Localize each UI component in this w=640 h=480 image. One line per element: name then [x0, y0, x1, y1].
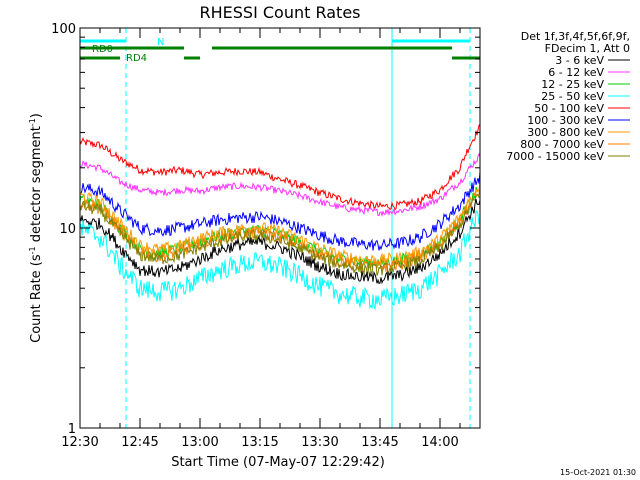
x-tick-label: 13:00: [181, 435, 218, 450]
x-tick-label: 12:30: [61, 435, 98, 450]
axes: 1 10 100 12:30 12:45 13:00 13:15 13:30 13:45 14:0…: [51, 22, 481, 450]
legend-label: 7000 - 15000 keV: [506, 150, 604, 163]
x-tick-label: 12:45: [121, 435, 158, 450]
legend-label: 3 - 6 keV: [555, 54, 604, 67]
legend: Det 1f,3f,4f,5f,6f,9f, FDecim 1, Att 0 3…: [506, 30, 630, 163]
legend-label: 100 - 300 keV: [527, 114, 604, 127]
series-line-9: [79, 194, 481, 276]
legend-label: 25 - 50 keV: [541, 90, 604, 103]
series-line-2: [79, 152, 481, 218]
flag-label-rd0: RD0: [92, 44, 113, 55]
chart-title: RHESSI Count Rates: [200, 3, 361, 22]
series-line-4: [79, 209, 481, 311]
series-line-1: [79, 198, 481, 285]
legend-label: 6 - 12 keV: [548, 66, 604, 79]
y-tick-label: 10: [59, 222, 76, 237]
x-tick-label: 14:00: [421, 435, 458, 450]
footer-timestamp: 15-Oct-2021 01:30: [560, 468, 636, 477]
series-line-6: [79, 171, 481, 251]
legend-header-line-2: FDecim 1, Att 0: [545, 42, 630, 55]
legend-label: 800 - 7000 keV: [520, 138, 604, 151]
x-tick-label: 13:45: [361, 435, 398, 450]
plot-area: N RD0 RD4: [79, 28, 481, 428]
flag-label-n: N: [157, 37, 164, 48]
y-axis-label: Count Rate (s-1 detector segment-1): [28, 113, 44, 343]
plot-frame: [79, 27, 481, 429]
x-tick-label: 13:15: [241, 435, 278, 450]
x-tick-label: 13:30: [301, 435, 338, 450]
legend-header-line-1: Det 1f,3f,4f,5f,6f,9f,: [521, 30, 630, 43]
legend-label: 12 - 25 keV: [541, 78, 604, 91]
x-axis-label: Start Time (07-May-07 12:29:42): [171, 455, 385, 470]
y-tick-label: 1: [68, 422, 76, 437]
series-line-5: [79, 124, 481, 211]
flag-label-rd4: RD4: [126, 53, 147, 64]
legend-label: 50 - 100 keV: [534, 102, 604, 115]
y-tick-label: 100: [51, 22, 76, 37]
legend-label: 300 - 800 keV: [527, 126, 604, 139]
